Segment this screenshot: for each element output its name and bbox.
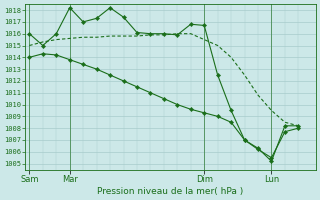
X-axis label: Pression niveau de la mer( hPa ): Pression niveau de la mer( hPa ) <box>98 187 244 196</box>
